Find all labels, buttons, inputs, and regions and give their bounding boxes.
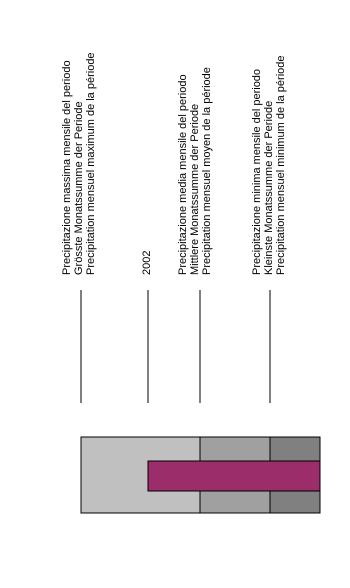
max-label-line: Precipitation mensuel maximum de la péri… [85, 52, 97, 275]
mean-label: Precipitazione media mensile del periodo… [177, 67, 213, 275]
mean-label-line: Precipitation mensuel moyen de la périod… [201, 67, 213, 275]
year-label: 2002 [141, 251, 153, 275]
max-label: Precipitazione massima mensile del perio… [61, 52, 97, 275]
mean-label-line: Precipitazione media mensile del periodo [177, 74, 189, 275]
min-label-line: Precipitation mensuel minimum de la péri… [275, 56, 287, 276]
max-label-line: Precipitazione massima mensile del perio… [61, 60, 73, 275]
min-label: Precipitazione minima mensile del period… [251, 56, 287, 276]
mean-label-line: Mittlere Monatssumme der Periode [189, 104, 201, 275]
min-label-line: Precipitazione minima mensile del period… [251, 69, 263, 275]
year-swatch [147, 460, 321, 492]
max-label-line: Grösste Monatssumme der Periode [73, 101, 85, 275]
min-label-line: Kleinste Monatssumme der Periode [263, 101, 275, 275]
year-label-line: 2002 [141, 251, 153, 275]
